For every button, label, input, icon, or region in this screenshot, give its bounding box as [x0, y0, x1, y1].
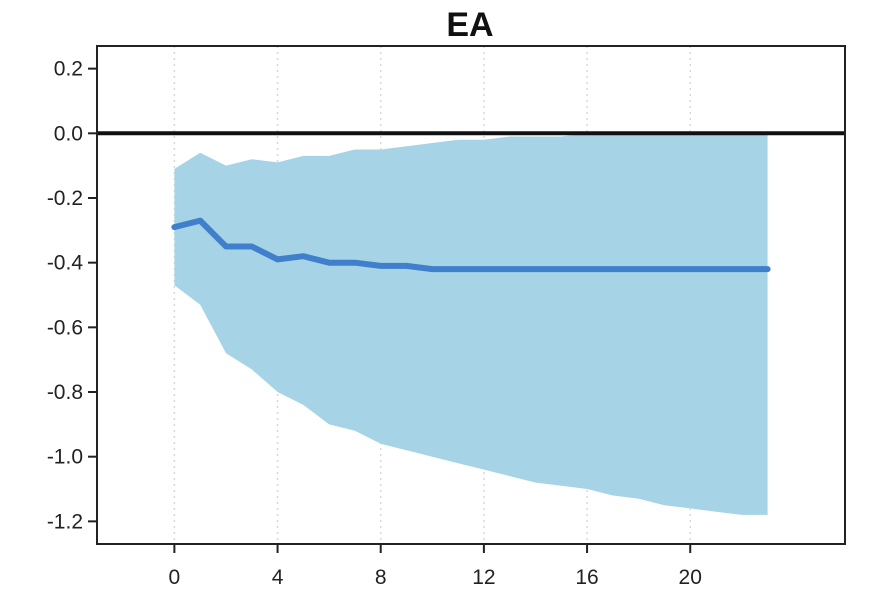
y-tick-label: -0.6 — [47, 316, 83, 339]
chart-title: EA — [446, 6, 493, 44]
confidence-band — [174, 133, 768, 515]
y-tick-label: -1.2 — [47, 510, 83, 533]
y-tick-label: -0.2 — [47, 187, 83, 210]
y-tick-label: 0.0 — [54, 122, 83, 145]
y-tick-label: -0.8 — [47, 381, 83, 404]
y-tick-label: -0.4 — [47, 252, 84, 275]
x-axis: 0 4 8 12 16 20 — [169, 544, 702, 589]
y-tick-label: 0.2 — [54, 58, 83, 81]
confidence-band-area — [174, 133, 768, 515]
y-axis: 0.2 0.0 -0.2 -0.4 -0.6 -0.8 -1.0 -1.2 — [47, 58, 97, 533]
series-lines — [171, 217, 771, 273]
y-tick-label: -1.0 — [47, 446, 83, 469]
x-tick-label: 12 — [472, 566, 495, 589]
x-tick-label: 0 — [169, 566, 181, 589]
plot-frame — [96, 45, 846, 545]
x-tick-label: 20 — [679, 566, 702, 589]
x-tick-label: 16 — [575, 566, 598, 589]
x-tick-label: 4 — [272, 566, 284, 589]
x-tick-label: 8 — [375, 566, 387, 589]
series-line-0 — [171, 217, 771, 273]
